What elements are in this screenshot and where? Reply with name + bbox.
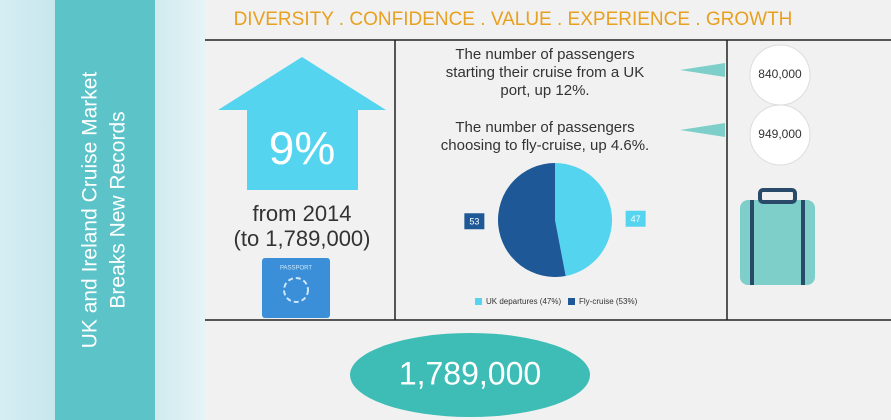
total-ellipse bbox=[350, 333, 590, 417]
stat-value: 949,000 bbox=[758, 127, 802, 141]
legend-label: Fly-cruise (53%) bbox=[579, 297, 638, 306]
pie-chart: 47 53 UK departures (47%) Fly-cruise (53%) bbox=[464, 163, 646, 306]
up-arrow bbox=[218, 57, 386, 190]
growth-percent: 9% bbox=[269, 122, 335, 174]
stat-text: choosing to fly-cruise, up 4.6%. bbox=[441, 137, 649, 154]
data-label: 47 bbox=[631, 214, 641, 224]
growth-line: (to 1,789,000) bbox=[234, 226, 371, 251]
passport-globe bbox=[283, 277, 309, 303]
stat-text: The number of passengers bbox=[455, 46, 634, 63]
pointer bbox=[680, 63, 725, 77]
legend-swatch bbox=[475, 298, 482, 305]
stat-text: starting their cruise from a UK bbox=[446, 64, 644, 81]
side-band bbox=[55, 0, 155, 420]
suitcase-handle bbox=[758, 188, 797, 204]
legend-label: UK departures (47%) bbox=[486, 297, 561, 306]
suitcase-straps bbox=[750, 200, 805, 285]
data-label-box bbox=[464, 213, 485, 230]
total-value: 1,789,000 bbox=[399, 355, 541, 391]
pointer bbox=[680, 123, 725, 137]
passport-label: PASSPORT bbox=[280, 266, 312, 272]
dividers bbox=[205, 39, 891, 321]
data-label-box bbox=[625, 210, 646, 227]
pie-slice bbox=[498, 163, 566, 277]
header-title: DIVERSITY . CONFIDENCE . VALUE . EXPERIE… bbox=[234, 9, 793, 30]
stat-text: port, up 12%. bbox=[500, 82, 589, 99]
stat-circle bbox=[749, 104, 811, 166]
growth-line: from 2014 bbox=[252, 201, 351, 226]
passport-icon bbox=[262, 258, 330, 318]
pie-slice bbox=[555, 163, 612, 276]
side-title-line: Breaks New Records bbox=[107, 111, 130, 308]
data-label: 53 bbox=[469, 217, 479, 227]
suitcase-body bbox=[740, 200, 815, 285]
legend-swatch bbox=[568, 298, 575, 305]
side-title-line: UK and Ireland Cruise Market bbox=[79, 72, 102, 349]
stat-value: 840,000 bbox=[758, 67, 802, 81]
stat-text: The number of passengers bbox=[455, 119, 634, 136]
side-title: UK and Ireland Cruise Market Breaks New … bbox=[79, 72, 130, 349]
